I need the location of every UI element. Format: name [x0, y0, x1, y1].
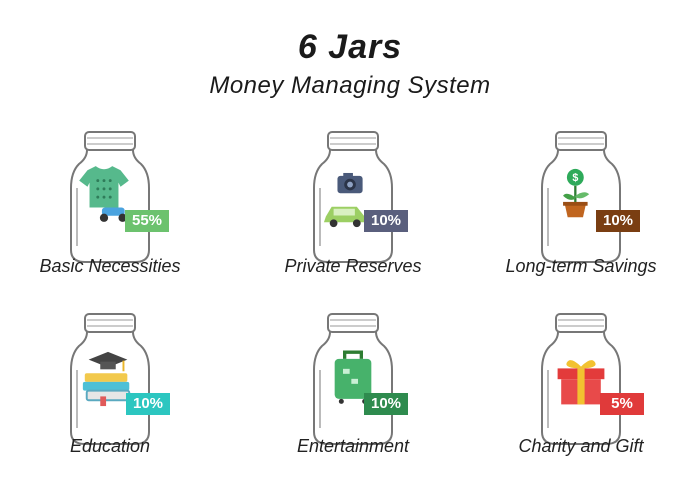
- page-title: 6 Jars: [297, 28, 403, 66]
- suitcase-icon: [334, 350, 372, 404]
- jar-entertainment: 10% Entertainment: [238, 310, 468, 480]
- jar-education: 10% Education: [0, 310, 225, 480]
- percent-badge: 55%: [125, 210, 169, 232]
- gift-box-icon: [557, 360, 605, 405]
- svg-text:$: $: [572, 172, 578, 184]
- percent-badge: 5%: [600, 393, 644, 415]
- percent-badge: 10%: [596, 210, 640, 232]
- percent-badge: 10%: [364, 393, 408, 415]
- money-plant-icon: $: [563, 168, 590, 218]
- percent-badge: 10%: [364, 210, 408, 232]
- jar-label: Charity and Gift: [518, 436, 644, 456]
- jar-label: Education: [69, 436, 151, 456]
- jar-icon: [541, 131, 621, 263]
- jar-icon: [70, 313, 150, 445]
- jar-label: Entertainment: [296, 436, 410, 456]
- jar-icon: [70, 131, 150, 263]
- shirt-and-scooter-icon: [79, 166, 129, 222]
- jar-charity-and-gift: 5% Charity and Gift: [466, 310, 696, 480]
- jar-private-reserves: 10% Private Reserves: [238, 128, 468, 298]
- jar-label: Basic Necessities: [39, 256, 181, 276]
- graduation-cap-and-books-icon: [82, 351, 131, 407]
- jar-label: Long-term Savings: [505, 256, 657, 276]
- page-subtitle: Money Managing System: [209, 72, 491, 99]
- jar-icon: [313, 131, 393, 263]
- jar-icon: [313, 313, 393, 445]
- jar-basic-necessities: 55% Basic Necessities: [0, 128, 225, 298]
- jar-label: Private Reserves: [284, 256, 422, 276]
- jar-icon: [541, 313, 621, 445]
- percent-badge: 10%: [126, 393, 170, 415]
- jar-long-term-savings: $ 10% Long-term Savings: [466, 128, 696, 298]
- camera-and-car-icon: [323, 172, 367, 228]
